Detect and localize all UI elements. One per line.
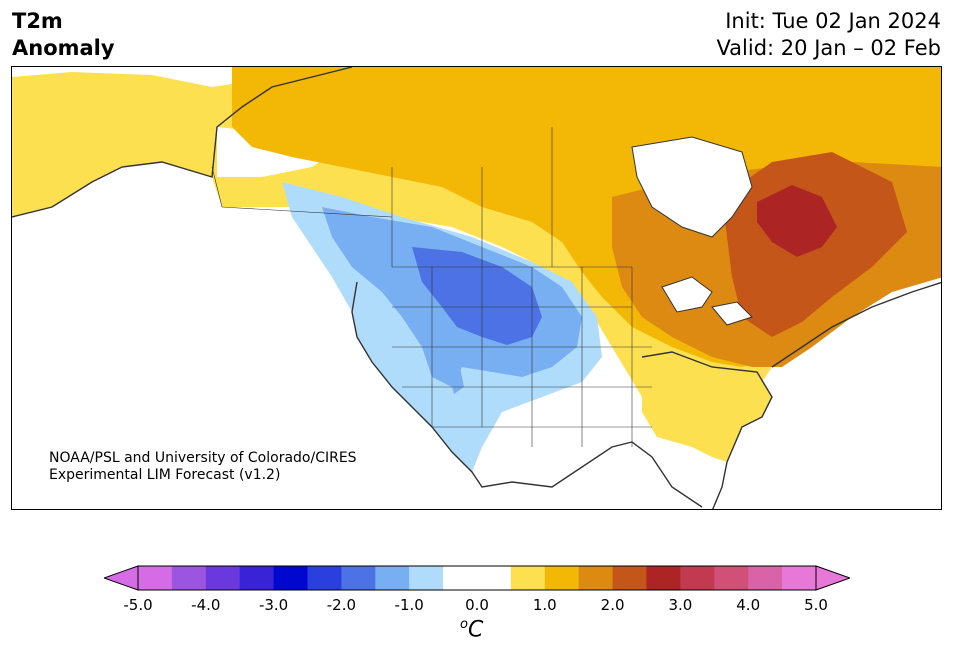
colorbar-ticks: -5.0 -4.0 -3.0 -2.0 -1.0 0.0 1.0 2.0 3.0 4.0 5.0 (0, 596, 953, 616)
colorbar-swatch (680, 566, 715, 590)
colorbar-tick-label: -3.0 (258, 596, 289, 614)
anomaly-red (757, 185, 837, 257)
colorbar-swatch (782, 566, 817, 590)
colorbar-swatch (375, 566, 410, 590)
valid-date: Valid: 20 Jan – 02 Feb (716, 36, 941, 60)
colorbar-unit: oC (460, 617, 483, 642)
colorbar-tick-label: -5.0 (123, 596, 153, 614)
great-lakes (661, 276, 753, 326)
colorbar-min-arrow (102, 565, 139, 591)
colorbar-swatch (510, 566, 546, 590)
colorbar-max-arrow (815, 565, 852, 591)
map-title: T2m Anomaly (12, 8, 115, 62)
forecast-dates: Init: Tue 02 Jan 2024 Valid: 20 Jan – 02… (716, 8, 941, 62)
colorbar-tick-label: -4.0 (191, 596, 221, 614)
init-date: Init: Tue 02 Jan 2024 (725, 9, 941, 33)
credit-line-2: Experimental LIM Forecast (v1.2) (49, 467, 281, 483)
colorbar-swatch (409, 566, 444, 590)
colorbar-tick-label: 5.0 (804, 596, 828, 614)
colorbar-swatch (171, 566, 207, 590)
colorbar-tick-label: 4.0 (736, 596, 761, 614)
colorbar-swatch (443, 566, 478, 590)
colorbar-swatch (714, 566, 749, 590)
data-credit: NOAA/PSL and University of Colorado/CIRE… (49, 450, 357, 484)
anomaly-yellow-southeast (642, 352, 772, 462)
unit-sup: o (460, 617, 468, 632)
colorbar-swatches (102, 565, 852, 591)
colorbar-swatch (239, 566, 275, 590)
hudson-bay (631, 136, 753, 238)
colorbar-tick-label: -1.0 (394, 596, 424, 614)
colorbar-swatch (748, 566, 783, 590)
colorbar-swatch (544, 566, 580, 590)
colorbar-swatch (646, 566, 681, 590)
colorbar-tick-label: 1.0 (532, 596, 557, 614)
colorbar-tick-label: -2.0 (326, 596, 357, 614)
colorbar-swatch (205, 566, 241, 590)
colorbar-swatch (341, 566, 376, 590)
colorbar-tick-label: 0.0 (465, 596, 489, 614)
colorbar-swatch (138, 566, 173, 590)
title-line-1: T2m (12, 9, 63, 33)
colorbar-swatch (273, 566, 308, 590)
colorbar-swatch (477, 566, 512, 590)
colorbar-frame (137, 565, 817, 591)
anomaly-blue (412, 247, 542, 345)
title-line-2: Anomaly (12, 36, 115, 60)
state-borders (211, 127, 652, 447)
colorbar (102, 565, 852, 595)
colorbar-tick-label: 3.0 (668, 596, 693, 614)
anomaly-map: NOAA/PSL and University of Colorado/CIRE… (11, 66, 942, 510)
colorbar-swatch (612, 566, 647, 590)
map-canvas (12, 67, 941, 509)
credit-line-1: NOAA/PSL and University of Colorado/CIRE… (49, 450, 357, 466)
colorbar-swatch (578, 566, 614, 590)
unit-base: C (467, 617, 484, 643)
colorbar-tick-label: 2.0 (600, 596, 625, 614)
coastline (12, 67, 941, 509)
colorbar-swatch (307, 566, 342, 590)
